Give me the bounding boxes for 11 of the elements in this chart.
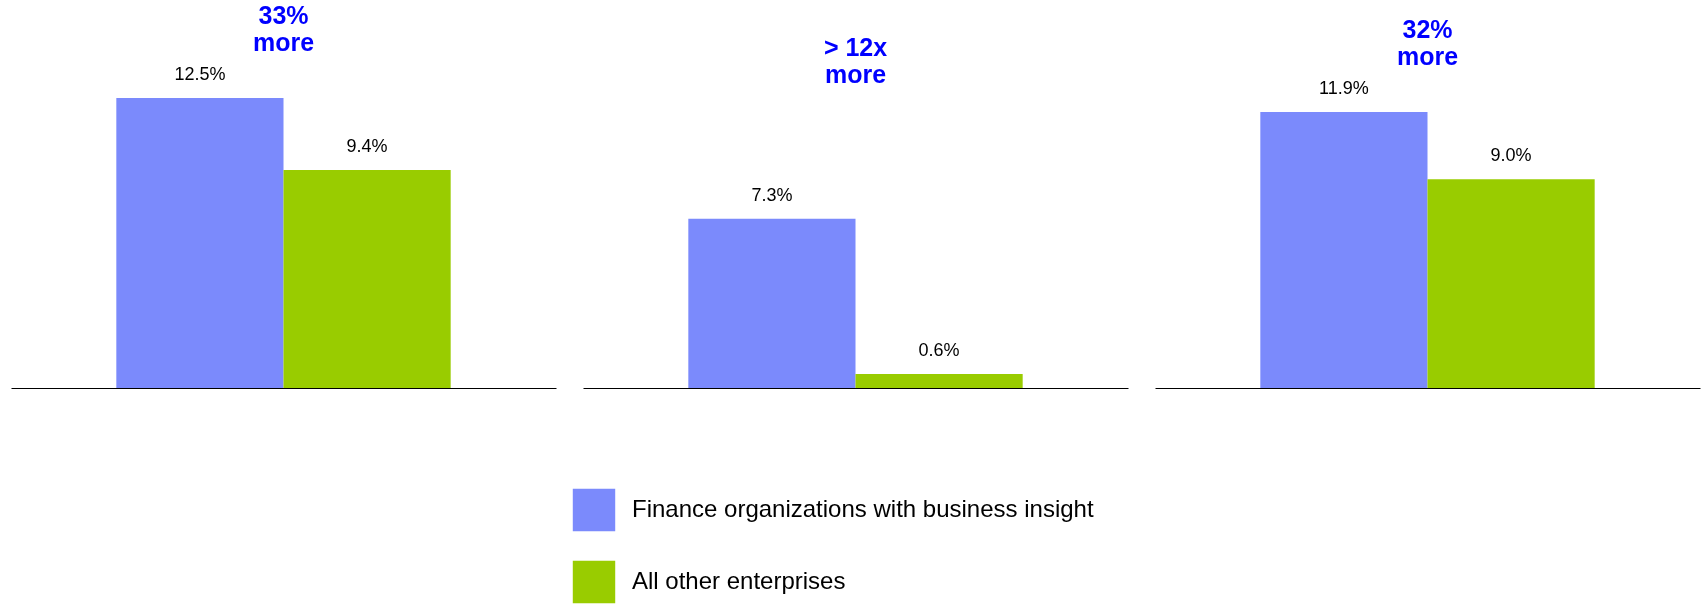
chart-title: > 12x more [823,33,888,88]
data-label: 7.3% [751,184,793,205]
data-label: 0.6% [918,340,960,361]
chart-title: 33% more [252,1,315,56]
data-label: 9.0% [1490,145,1532,166]
legend-label: Finance organizations with business insight [632,495,1094,522]
legend-label: All other enterprises [632,567,846,594]
data-label: 9.4% [346,135,388,156]
chart-title: 32% more [1396,14,1459,70]
data-label: 11.9% [1319,77,1369,98]
data-label: 12.5% [174,64,226,84]
